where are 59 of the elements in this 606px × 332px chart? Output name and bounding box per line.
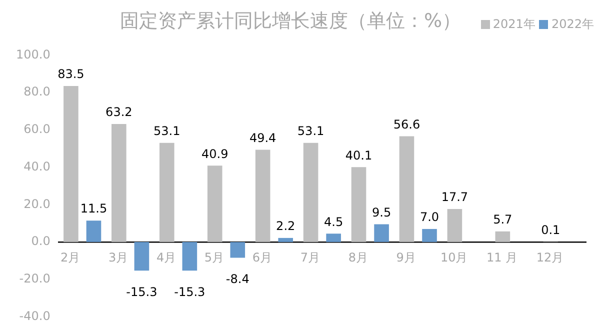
- data-label: 2.2: [276, 219, 296, 234]
- x-tick-label: 4月: [156, 250, 176, 264]
- bar: [182, 242, 198, 271]
- data-label: 17.7: [441, 190, 468, 204]
- y-tick-label: 40.0: [24, 159, 50, 174]
- bar: [351, 167, 366, 242]
- x-tick-label: 2月: [60, 250, 80, 264]
- x-tick-label: 12月: [536, 250, 564, 264]
- bar: [326, 234, 341, 242]
- data-label: 53.1: [297, 124, 324, 138]
- bar: [303, 142, 318, 242]
- x-tick-label: 6月: [252, 250, 272, 264]
- x-tick-label: 3月: [108, 250, 128, 264]
- data-label: -8.4: [226, 272, 250, 286]
- bar: [374, 224, 389, 242]
- y-tick-label: 100.0: [16, 47, 50, 62]
- data-label: 83.5: [58, 67, 84, 82]
- bar: [64, 86, 78, 242]
- y-tick-label: -20.0: [19, 272, 50, 286]
- bar: [399, 136, 414, 242]
- bar: [134, 242, 150, 271]
- x-tick-label: 10月: [440, 250, 468, 264]
- data-label: 0.1: [541, 222, 560, 237]
- bar: [86, 220, 102, 242]
- data-label: 5.7: [493, 212, 512, 227]
- data-label: 7.0: [420, 210, 440, 224]
- data-label: 4.5: [324, 214, 344, 229]
- x-tick-label: 11 月: [486, 250, 518, 264]
- data-label: -15.3: [174, 284, 206, 299]
- bar: [447, 208, 462, 242]
- y-tick-label: 0.0: [31, 234, 50, 248]
- data-label: 9.5: [372, 205, 392, 220]
- x-tick-label: 8月: [348, 250, 368, 264]
- bar: [495, 231, 510, 242]
- y-tick-label: 20.0: [24, 196, 50, 211]
- x-tick-label: 9月: [396, 250, 416, 264]
- bar: [230, 242, 246, 258]
- data-label: 11.5: [80, 202, 108, 216]
- bar: [255, 150, 270, 242]
- y-tick-label: 80.0: [24, 84, 50, 99]
- legend-label: 2021年: [492, 16, 536, 33]
- data-label: 49.4: [249, 130, 276, 145]
- x-tick-label: 7月: [300, 250, 320, 264]
- bar: [207, 166, 222, 242]
- bar: [422, 228, 437, 242]
- bar: [159, 142, 174, 242]
- data-label: 56.6: [393, 117, 420, 132]
- data-label: 40.1: [345, 148, 372, 162]
- y-tick-label: -40.0: [19, 308, 50, 323]
- data-label: 53.1: [154, 124, 180, 138]
- chart-title: 固定资产累计同比增长速度（单位：%）: [120, 9, 462, 34]
- y-tick-label: 60.0: [24, 122, 50, 136]
- data-label: 63.2: [106, 105, 132, 120]
- bar: [278, 238, 294, 242]
- legend-label: 2022年: [551, 16, 594, 33]
- data-label: 40.9: [201, 146, 228, 161]
- x-tick-label: 5月: [204, 250, 224, 264]
- bar: [112, 124, 126, 242]
- data-label: -15.3: [126, 284, 158, 299]
